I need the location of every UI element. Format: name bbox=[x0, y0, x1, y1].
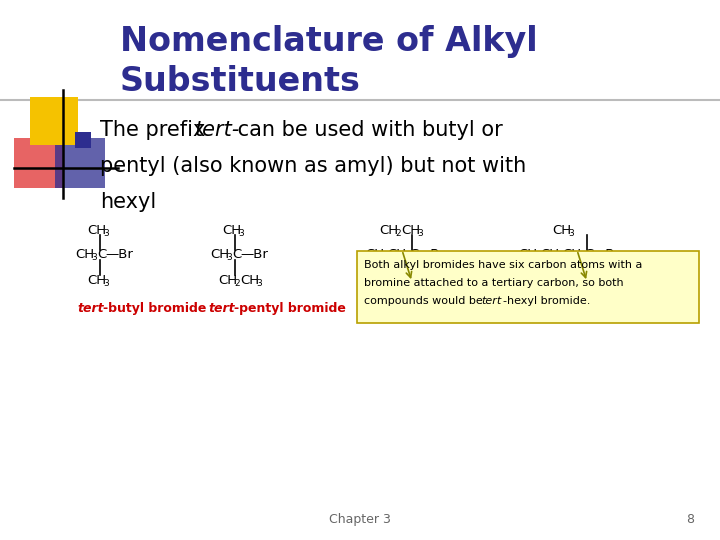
Text: Nomenclature of Alkyl: Nomenclature of Alkyl bbox=[120, 25, 538, 58]
Text: CH: CH bbox=[87, 273, 106, 287]
Text: 3: 3 bbox=[238, 228, 244, 238]
Text: CH: CH bbox=[540, 248, 559, 261]
Text: 3: 3 bbox=[381, 253, 387, 262]
Bar bbox=[75, 132, 91, 148]
Text: -pentyl bromide: -pentyl bromide bbox=[234, 302, 346, 315]
Text: -hexyl bromide.: -hexyl bromide. bbox=[503, 296, 590, 306]
Text: CH: CH bbox=[365, 248, 384, 261]
Text: 2: 2 bbox=[234, 279, 240, 287]
Text: tert-: tert- bbox=[195, 120, 240, 140]
Text: 3: 3 bbox=[534, 253, 540, 262]
Text: 3: 3 bbox=[226, 253, 232, 262]
Text: —Br: —Br bbox=[240, 248, 268, 261]
Text: CH: CH bbox=[240, 273, 259, 287]
Text: CH: CH bbox=[518, 248, 537, 261]
Text: The prefix: The prefix bbox=[100, 120, 212, 140]
Text: CH: CH bbox=[218, 273, 237, 287]
Text: 2: 2 bbox=[556, 253, 562, 262]
Text: -butyl bromide: -butyl bromide bbox=[103, 302, 207, 315]
Text: 3: 3 bbox=[568, 228, 574, 238]
Text: 2: 2 bbox=[395, 228, 400, 238]
Text: tert: tert bbox=[208, 302, 235, 315]
Text: 3: 3 bbox=[103, 228, 109, 238]
Text: —Br: —Br bbox=[105, 248, 133, 261]
Bar bbox=[30, 97, 78, 145]
Text: 3: 3 bbox=[91, 253, 96, 262]
Text: C: C bbox=[409, 248, 418, 261]
Text: CH: CH bbox=[393, 273, 412, 287]
Text: can be used with butyl or: can be used with butyl or bbox=[231, 120, 503, 140]
Text: —Br: —Br bbox=[592, 248, 620, 261]
Text: Chapter 3: Chapter 3 bbox=[329, 513, 391, 526]
Text: Both alkyl bromides have six carbon atoms with a: Both alkyl bromides have six carbon atom… bbox=[364, 260, 642, 270]
Text: CH: CH bbox=[210, 248, 229, 261]
Text: 3: 3 bbox=[417, 228, 423, 238]
Text: CH: CH bbox=[87, 224, 106, 237]
Text: CH: CH bbox=[387, 248, 406, 261]
Text: hexyl: hexyl bbox=[100, 192, 156, 212]
Text: CH: CH bbox=[222, 224, 241, 237]
Text: bromine attached to a tertiary carbon, so both: bromine attached to a tertiary carbon, s… bbox=[364, 278, 624, 288]
Text: tert: tert bbox=[481, 296, 501, 306]
Text: pentyl (also known as amyl) but not with: pentyl (also known as amyl) but not with bbox=[100, 156, 526, 176]
Bar bbox=[55, 138, 105, 188]
Text: 3: 3 bbox=[103, 279, 109, 287]
Text: CH: CH bbox=[75, 248, 94, 261]
Text: C: C bbox=[584, 248, 593, 261]
Text: —Br: —Br bbox=[417, 248, 445, 261]
Bar bbox=[14, 138, 64, 188]
Text: CH: CH bbox=[401, 224, 420, 237]
Text: CH: CH bbox=[379, 224, 398, 237]
Text: 3: 3 bbox=[409, 279, 415, 287]
Text: CH: CH bbox=[568, 273, 587, 287]
Text: C: C bbox=[232, 248, 241, 261]
Text: tert: tert bbox=[77, 302, 104, 315]
Text: 3: 3 bbox=[584, 279, 590, 287]
Text: compounds would be: compounds would be bbox=[364, 296, 486, 306]
Text: Substituents: Substituents bbox=[120, 65, 361, 98]
Text: 3: 3 bbox=[256, 279, 262, 287]
Text: CH: CH bbox=[552, 224, 571, 237]
Text: 2: 2 bbox=[403, 253, 409, 262]
Text: 2: 2 bbox=[578, 253, 584, 262]
Text: 8: 8 bbox=[686, 513, 694, 526]
Text: CH: CH bbox=[562, 248, 581, 261]
Text: C: C bbox=[97, 248, 107, 261]
FancyBboxPatch shape bbox=[357, 251, 699, 323]
